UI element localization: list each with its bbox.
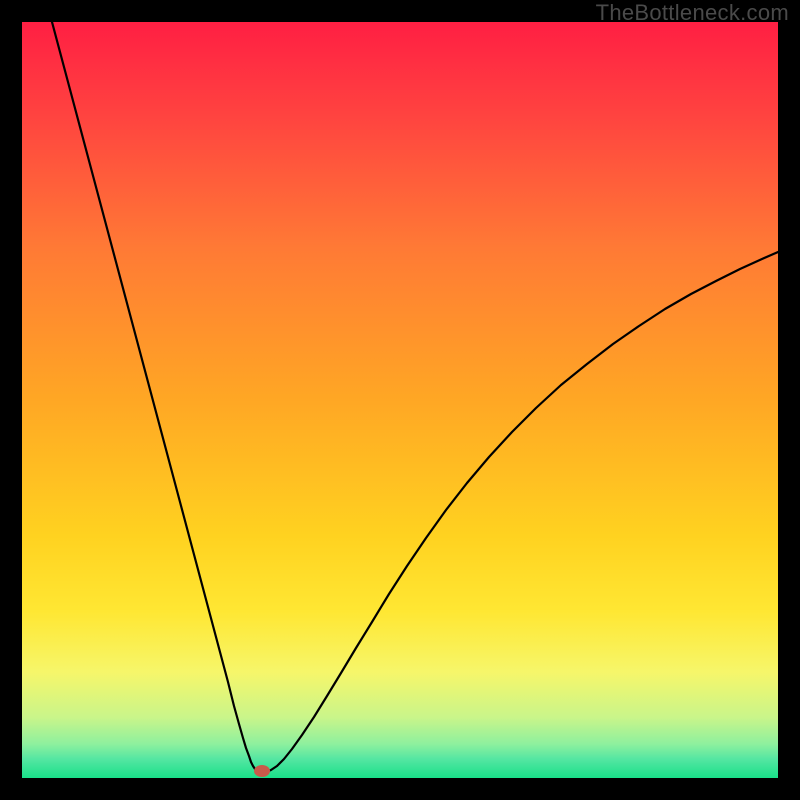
optimal-point-marker	[254, 765, 270, 777]
frame-border-bottom	[0, 778, 800, 800]
watermark-text: TheBottleneck.com	[596, 0, 789, 26]
bottleneck-curve	[52, 22, 778, 773]
chart-frame: TheBottleneck.com	[0, 0, 800, 800]
frame-border-right	[778, 0, 800, 800]
plot-svg	[22, 22, 778, 778]
frame-border-left	[0, 0, 22, 800]
plot-area	[22, 22, 778, 778]
